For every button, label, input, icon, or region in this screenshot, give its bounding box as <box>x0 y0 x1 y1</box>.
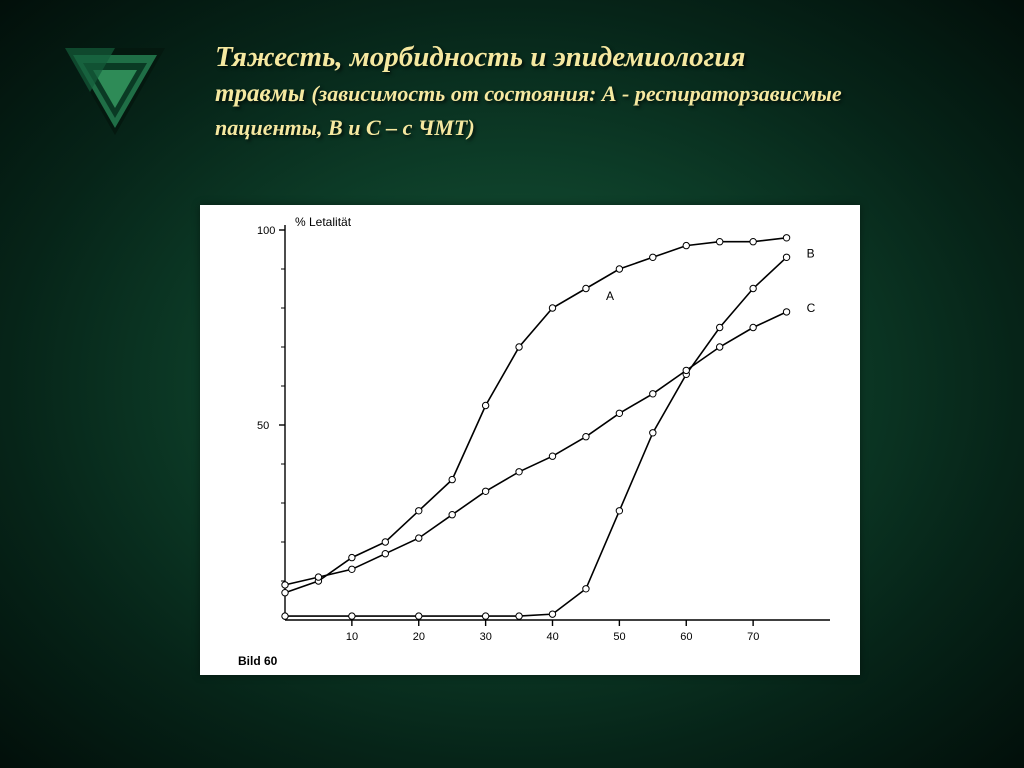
svg-text:30: 30 <box>480 631 492 643</box>
svg-text:70: 70 <box>747 631 759 643</box>
svg-text:10: 10 <box>346 631 358 643</box>
slide-title: Тяжесть, морбидность и эпидемиология тра… <box>215 38 935 145</box>
svg-text:50: 50 <box>613 631 625 643</box>
svg-text:B: B <box>807 246 815 260</box>
line-chart: 50 100 10 20 30 40 50 60 70 % Letalität A B C Bild 60 <box>200 205 860 675</box>
svg-text:100: 100 <box>257 225 275 237</box>
svg-text:A: A <box>606 289 614 303</box>
svg-text:% Letalität: % Letalität <box>295 215 352 229</box>
title-line2: травмы (зависимость от состояния: А - ре… <box>215 77 935 145</box>
svg-text:Bild 60: Bild 60 <box>238 654 278 668</box>
title-parenthetical: (зависимость от состояния: А - респирато… <box>215 81 842 140</box>
svg-text:20: 20 <box>413 631 425 643</box>
svg-text:C: C <box>807 301 816 315</box>
slide-bullet-triangle <box>55 30 175 145</box>
svg-text:60: 60 <box>680 631 692 643</box>
svg-text:40: 40 <box>547 631 559 643</box>
title-line1: Тяжесть, морбидность и эпидемиология <box>215 38 935 77</box>
chart-panel: 50 100 10 20 30 40 50 60 70 % Letalität A B C Bild 60 <box>200 205 860 675</box>
svg-text:50: 50 <box>257 420 269 432</box>
